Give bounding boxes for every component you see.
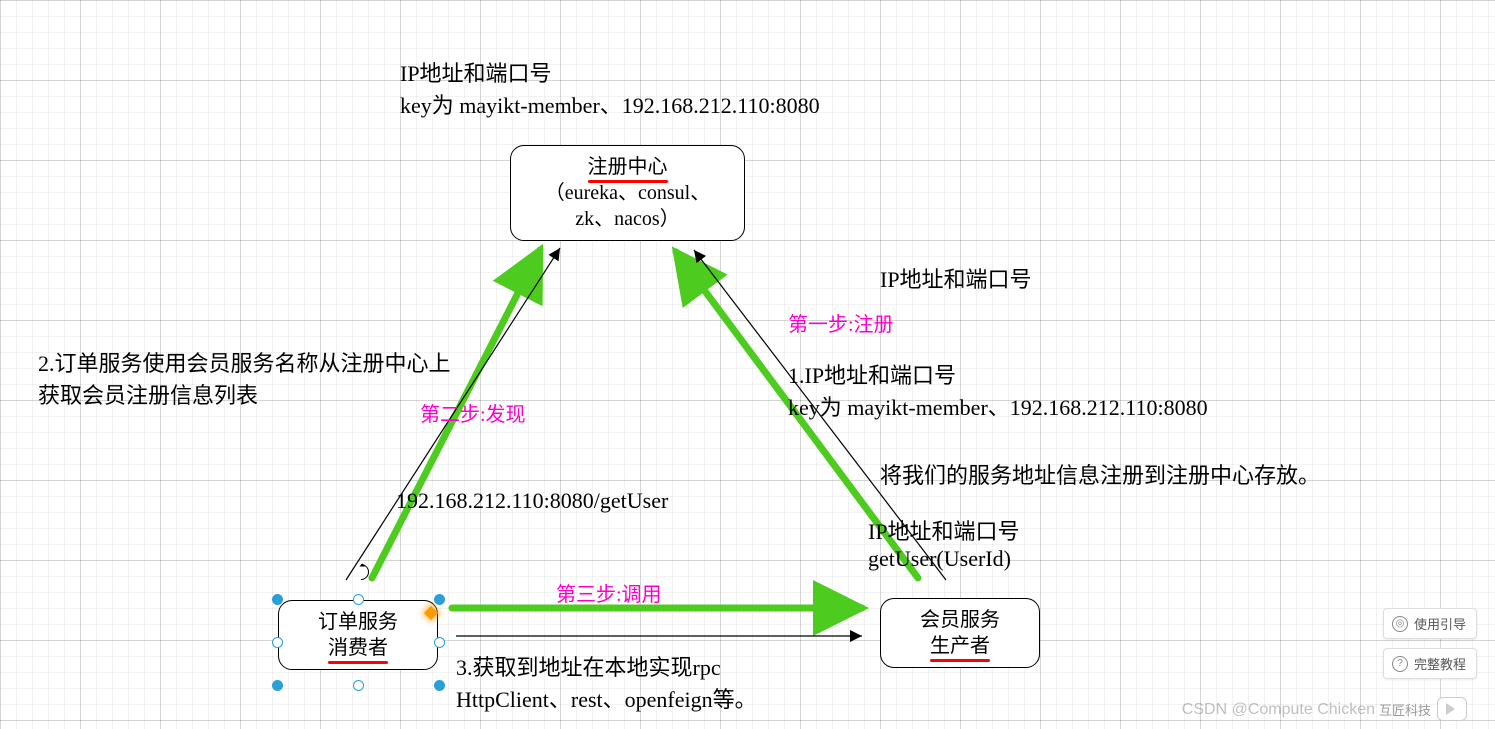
label-mid-url: 192.168.212.110:8080/getUser [396,488,668,514]
label-member-api1: IP地址和端口号 [868,514,1020,546]
label-top-ip1: IP地址和端口号 [400,56,552,88]
label-right-note2: key为 mayikt-member、192.168.212.110:8080 [788,390,1208,422]
node-order[interactable]: 订单服务 消费者 [278,600,438,670]
label-right-ip-header: IP地址和端口号 [880,262,1032,294]
node-order-selection: 订单服务 消费者 [278,600,438,684]
question-icon: ? [1392,656,1408,672]
diagram-canvas[interactable]: 注册中心 （eureka、consul、 zk、nacos） 会员服务 生产者 … [0,0,1495,729]
label-bottom-note1: 3.获取到地址在本地实现rpc [456,650,721,682]
node-member-title: 会员服务 [920,609,1000,631]
selection-handle[interactable] [434,637,445,648]
help-guide-button[interactable]: ◎ 使用引导 [1383,608,1477,639]
label-left-note1: 2.订单服务使用会员服务名称从注册中心上 [38,346,451,378]
selection-handle[interactable] [272,680,283,691]
label-step1: 第一步:注册 [788,308,894,337]
label-step3: 第三步:调用 [556,578,662,607]
underline [588,180,668,183]
node-registry-sub1: （eureka、consul、 [545,182,711,204]
label-left-note2: 获取会员注册信息列表 [38,378,258,410]
label-right-note3: 将我们的服务地址信息注册到注册中心存放。 [880,458,1320,490]
selection-handle[interactable] [272,637,283,648]
watermark: CSDN @Compute Chicken [1182,701,1375,719]
target-icon: ◎ [1392,616,1408,632]
selection-handle[interactable] [434,680,445,691]
selection-handle[interactable] [353,680,364,691]
underline [328,661,388,664]
help-tutorial-label: 完整教程 [1414,654,1466,673]
node-registry[interactable]: 注册中心 （eureka、consul、 zk、nacos） [510,145,745,241]
selection-handle[interactable] [272,594,283,605]
node-order-sub: 消费者 [328,637,388,659]
underline [930,659,990,662]
node-member[interactable]: 会员服务 生产者 [880,598,1040,668]
help-guide-label: 使用引导 [1414,614,1466,633]
selection-handle[interactable] [353,594,364,605]
label-step2: 第二步:发现 [420,398,526,427]
brand-badge: 互匠科技 [1379,697,1467,721]
label-top-ip2: key为 mayikt-member、192.168.212.110:8080 [400,88,820,120]
label-right-note1: 1.IP地址和端口号 [788,358,956,390]
label-member-api2: getUser(UserId) [868,546,1011,572]
label-bottom-note2: HttpClient、rest、openfeign等。 [456,682,757,714]
brand-label: 互匠科技 [1379,700,1431,719]
node-member-sub: 生产者 [930,635,990,657]
node-order-title: 订单服务 [318,611,398,633]
play-icon [1437,697,1467,721]
node-registry-title: 注册中心 [588,156,668,178]
selection-handle[interactable] [434,594,445,605]
help-tutorial-button[interactable]: ? 完整教程 [1383,648,1477,679]
node-registry-sub2: zk、nacos） [575,208,679,230]
